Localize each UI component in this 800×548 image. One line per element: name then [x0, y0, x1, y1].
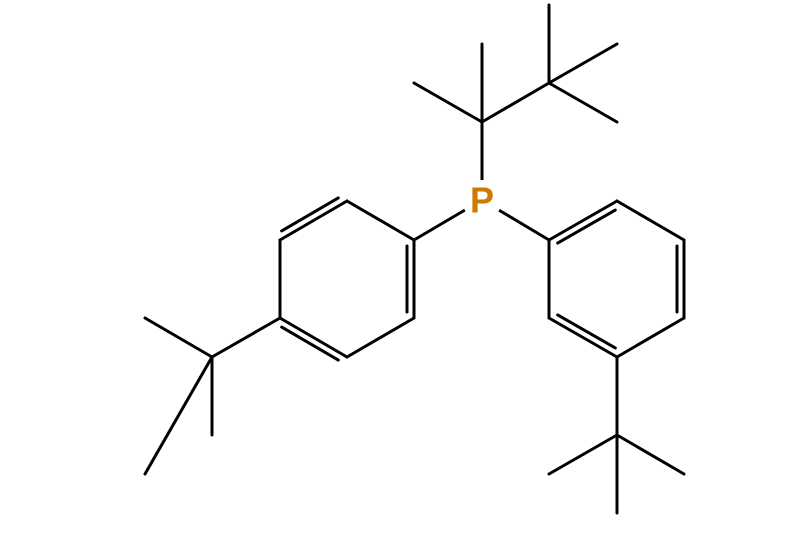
- bond: [145, 357, 212, 474]
- bond: [282, 327, 339, 360]
- bond: [282, 198, 339, 231]
- bond: [414, 210, 465, 240]
- bond: [549, 44, 617, 83]
- bond: [549, 83, 617, 122]
- bond: [414, 83, 482, 122]
- bond: [212, 318, 280, 357]
- bond: [145, 318, 212, 357]
- bond: [482, 83, 549, 122]
- bond: [280, 318, 347, 357]
- bond: [347, 201, 414, 240]
- bond: [549, 318, 617, 357]
- bond: [549, 435, 617, 474]
- bond: [549, 201, 617, 240]
- bond: [617, 201, 684, 240]
- bond: [558, 315, 616, 348]
- bond: [617, 318, 684, 357]
- bond: [558, 210, 616, 243]
- bond: [347, 318, 414, 357]
- bond: [280, 201, 347, 240]
- molecule-diagram: P: [0, 0, 800, 548]
- bond: [617, 435, 684, 474]
- atom-label-P: P: [470, 180, 494, 221]
- bond: [499, 210, 549, 240]
